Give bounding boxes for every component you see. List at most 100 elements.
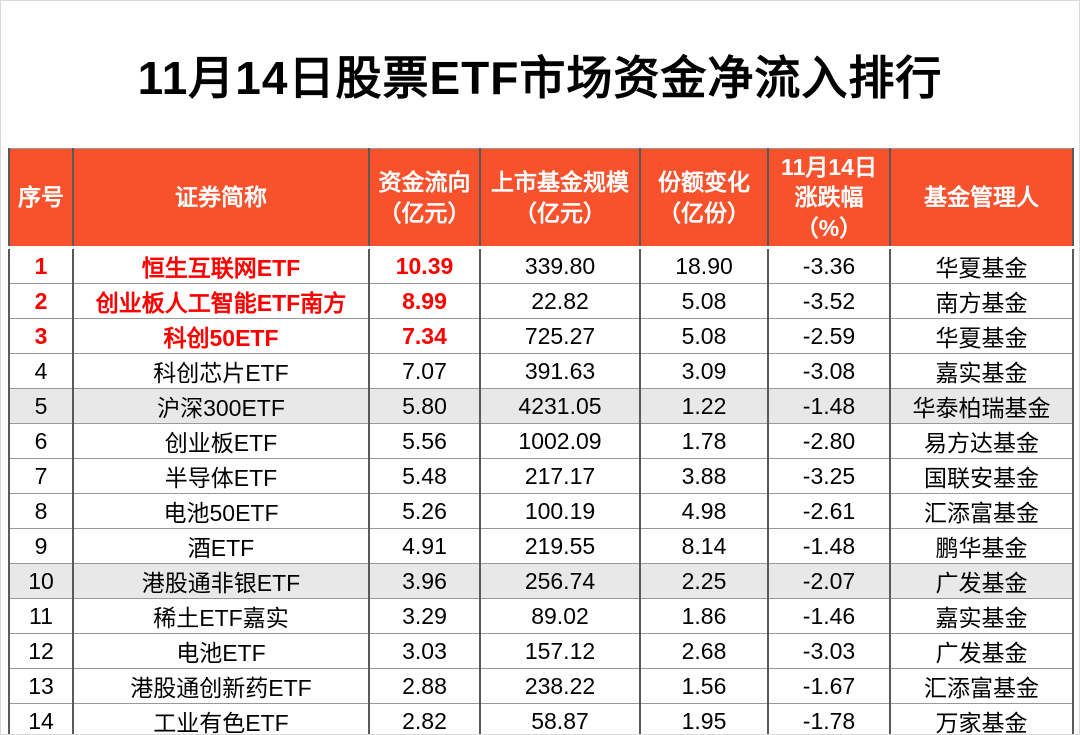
cell-shares: 1.78 bbox=[639, 423, 769, 459]
cell-name: 电池ETF bbox=[72, 633, 370, 669]
cell-manager: 万家基金 bbox=[889, 703, 1074, 734]
cell-manager: 汇添富基金 bbox=[889, 668, 1074, 704]
column-header-manager: 基金管理人 bbox=[889, 148, 1074, 249]
cell-name: 科创芯片ETF bbox=[72, 353, 370, 389]
cell-rank: 12 bbox=[8, 633, 74, 669]
cell-rank: 14 bbox=[8, 703, 74, 734]
cell-scale: 219.55 bbox=[479, 528, 641, 564]
cell-change: -1.48 bbox=[767, 388, 891, 424]
etf-ranking-table: 序号 证券简称 资金流向 （亿元） 上市基金规模 （亿元） 份额变化 （亿份） 11月14… bbox=[8, 148, 1074, 734]
cell-change: -1.46 bbox=[767, 598, 891, 634]
cell-change: -3.03 bbox=[767, 633, 891, 669]
cell-scale: 217.17 bbox=[479, 458, 641, 494]
table-row-1: 1 恒生互联网ETF 10.39 339.80 18.90 -3.36 华夏基金 bbox=[8, 247, 1074, 284]
cell-flow: 10.39 bbox=[368, 247, 481, 284]
cell-change: -3.25 bbox=[767, 458, 891, 494]
cell-flow: 3.96 bbox=[368, 563, 481, 599]
cell-scale: 256.74 bbox=[479, 563, 641, 599]
table-row-5: 5 沪深300ETF 5.80 4231.05 1.22 -1.48 华泰柏瑞基金 bbox=[8, 388, 1074, 424]
cell-manager: 南方基金 bbox=[889, 283, 1074, 319]
table-row-8: 8 电池50ETF 5.26 100.19 4.98 -2.61 汇添富基金 bbox=[8, 493, 1074, 529]
table-row-11: 11 稀土ETF嘉实 3.29 89.02 1.86 -1.46 嘉实基金 bbox=[8, 598, 1074, 634]
cell-name: 科创50ETF bbox=[72, 318, 370, 354]
cell-name: 酒ETF bbox=[72, 528, 370, 564]
cell-shares: 18.90 bbox=[639, 247, 769, 284]
cell-manager: 嘉实基金 bbox=[889, 353, 1074, 389]
column-header-scale: 上市基金规模 （亿元） bbox=[479, 148, 641, 249]
table-header-row: 序号 证券简称 资金流向 （亿元） 上市基金规模 （亿元） 份额变化 （亿份） 11月14… bbox=[8, 148, 1074, 249]
cell-manager: 易方达基金 bbox=[889, 423, 1074, 459]
cell-shares: 3.88 bbox=[639, 458, 769, 494]
cell-name: 创业板ETF bbox=[72, 423, 370, 459]
cell-scale: 391.63 bbox=[479, 353, 641, 389]
cell-shares: 5.08 bbox=[639, 283, 769, 319]
cell-change: -1.78 bbox=[767, 703, 891, 734]
table-row-3: 3 科创50ETF 7.34 725.27 5.08 -2.59 华夏基金 bbox=[8, 318, 1074, 354]
cell-shares: 8.14 bbox=[639, 528, 769, 564]
cell-scale: 725.27 bbox=[479, 318, 641, 354]
cell-shares: 1.22 bbox=[639, 388, 769, 424]
cell-scale: 22.82 bbox=[479, 283, 641, 319]
cell-flow: 4.91 bbox=[368, 528, 481, 564]
cell-shares: 4.98 bbox=[639, 493, 769, 529]
cell-scale: 58.87 bbox=[479, 703, 641, 734]
table-row-2: 2 创业板人工智能ETF南方 8.99 22.82 5.08 -3.52 南方基金 bbox=[8, 283, 1074, 319]
cell-rank: 9 bbox=[8, 528, 74, 564]
cell-shares: 1.56 bbox=[639, 668, 769, 704]
cell-rank: 5 bbox=[8, 388, 74, 424]
cell-manager: 广发基金 bbox=[889, 563, 1074, 599]
cell-name: 工业有色ETF bbox=[72, 703, 370, 734]
cell-rank: 1 bbox=[8, 247, 74, 284]
cell-name: 港股通创新药ETF bbox=[72, 668, 370, 704]
cell-flow: 2.82 bbox=[368, 703, 481, 734]
column-header-shares: 份额变化 （亿份） bbox=[639, 148, 769, 249]
cell-manager: 鹏华基金 bbox=[889, 528, 1074, 564]
cell-scale: 238.22 bbox=[479, 668, 641, 704]
cell-shares: 3.09 bbox=[639, 353, 769, 389]
cell-change: -3.36 bbox=[767, 247, 891, 284]
cell-rank: 2 bbox=[8, 283, 74, 319]
cell-rank: 10 bbox=[8, 563, 74, 599]
page-title: 11月14日股票ETF市场资金净流入排行 bbox=[137, 51, 943, 104]
cell-scale: 89.02 bbox=[479, 598, 641, 634]
cell-name: 稀土ETF嘉实 bbox=[72, 598, 370, 634]
cell-flow: 5.48 bbox=[368, 458, 481, 494]
cell-manager: 华夏基金 bbox=[889, 318, 1074, 354]
cell-rank: 13 bbox=[8, 668, 74, 704]
cell-name: 电池50ETF bbox=[72, 493, 370, 529]
cell-name: 创业板人工智能ETF南方 bbox=[72, 283, 370, 319]
cell-change: -2.07 bbox=[767, 563, 891, 599]
cell-flow: 7.07 bbox=[368, 353, 481, 389]
cell-manager: 嘉实基金 bbox=[889, 598, 1074, 634]
cell-name: 恒生互联网ETF bbox=[72, 247, 370, 284]
cell-shares: 5.08 bbox=[639, 318, 769, 354]
column-header-name: 证券简称 bbox=[72, 148, 370, 249]
cell-scale: 1002.09 bbox=[479, 423, 641, 459]
cell-rank: 4 bbox=[8, 353, 74, 389]
cell-rank: 11 bbox=[8, 598, 74, 634]
column-header-rank: 序号 bbox=[8, 148, 74, 249]
cell-name: 港股通非银ETF bbox=[72, 563, 370, 599]
cell-rank: 7 bbox=[8, 458, 74, 494]
cell-rank: 8 bbox=[8, 493, 74, 529]
cell-flow: 5.80 bbox=[368, 388, 481, 424]
cell-scale: 339.80 bbox=[479, 247, 641, 284]
table-row-13: 13 港股通创新药ETF 2.88 238.22 1.56 -1.67 汇添富基金 bbox=[8, 668, 1074, 704]
table-row-6: 6 创业板ETF 5.56 1002.09 1.78 -2.80 易方达基金 bbox=[8, 423, 1074, 459]
cell-manager: 汇添富基金 bbox=[889, 493, 1074, 529]
cell-scale: 100.19 bbox=[479, 493, 641, 529]
cell-change: -2.59 bbox=[767, 318, 891, 354]
table-row-14: 14 工业有色ETF 2.82 58.87 1.95 -1.78 万家基金 bbox=[8, 703, 1074, 734]
cell-flow: 7.34 bbox=[368, 318, 481, 354]
cell-shares: 2.25 bbox=[639, 563, 769, 599]
cell-manager: 华泰柏瑞基金 bbox=[889, 388, 1074, 424]
cell-change: -1.67 bbox=[767, 668, 891, 704]
cell-name: 沪深300ETF bbox=[72, 388, 370, 424]
cell-change: -2.61 bbox=[767, 493, 891, 529]
cell-change: -1.48 bbox=[767, 528, 891, 564]
cell-name: 半导体ETF bbox=[72, 458, 370, 494]
column-header-flow: 资金流向 （亿元） bbox=[368, 148, 481, 249]
cell-flow: 2.88 bbox=[368, 668, 481, 704]
table-row-10: 10 港股通非银ETF 3.96 256.74 2.25 -2.07 广发基金 bbox=[8, 563, 1074, 599]
